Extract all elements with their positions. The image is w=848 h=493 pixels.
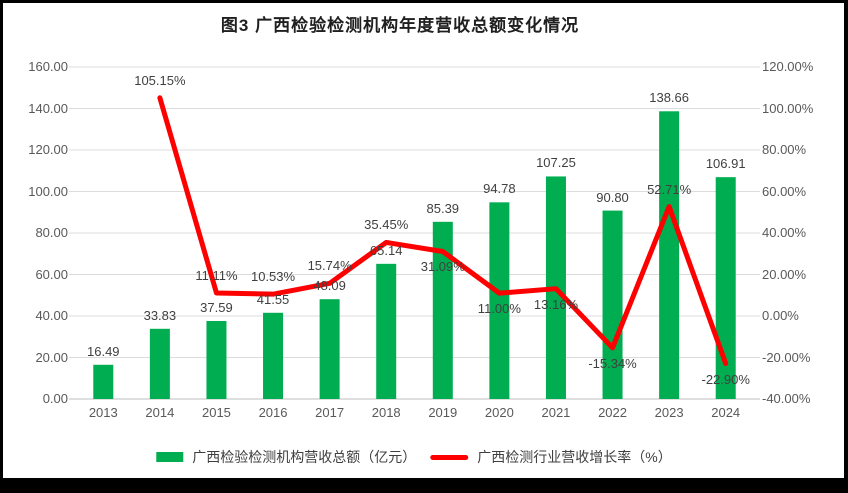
bar-value-label: 41.55 — [256, 291, 290, 307]
line-value-label: 13.16% — [533, 296, 578, 312]
x-axis-year-label: 2023 — [654, 405, 684, 420]
chart-title: 图3 广西检验检测机构年度营收总额变化情况 — [220, 16, 580, 35]
bar-2015 — [206, 321, 227, 399]
right-axis-tick-label: 0.00% — [762, 308, 799, 323]
line-value-label: 10.53% — [250, 269, 296, 285]
right-axis-tick-label: 20.00% — [762, 266, 807, 282]
right-axis-tick-label: 100.00% — [762, 100, 814, 116]
bar-value-label: 90.80 — [596, 189, 629, 205]
legend-label-growth-rate: 广西检测行业营收增长率（%） — [477, 449, 672, 465]
legend-label-revenue: 广西检验检测机构营收总额（亿元） — [192, 449, 417, 465]
left-axis-tick-label: 40.00 — [35, 308, 68, 323]
left-axis-tick-label: 120.00 — [28, 142, 68, 157]
x-axis-year-label: 2013 — [88, 405, 118, 420]
bar-2023 — [659, 111, 680, 399]
line-series-swatch — [430, 454, 469, 460]
left-axis-tick-label: 160.00 — [28, 59, 68, 74]
frame-border-left — [0, 0, 3, 493]
line-value-label: 105.15% — [134, 72, 186, 88]
bar-value-label: 85.39 — [426, 200, 460, 216]
left-axis-tick-label: 20.00 — [35, 349, 68, 365]
legend-item-growth-rate: 广西检测行业营收增长率（%） — [430, 447, 672, 467]
line-value-label: 52.71% — [647, 181, 692, 197]
bar-2014 — [149, 328, 170, 399]
bar-2020 — [489, 202, 510, 399]
bar-2016 — [263, 312, 284, 399]
right-axis-tick-label: 60.00% — [762, 183, 807, 199]
bar-value-label: 37.59 — [200, 300, 233, 315]
x-axis-year-label: 2015 — [201, 405, 231, 420]
x-axis-year-label: 2024 — [711, 405, 741, 420]
line-value-label: 31.09% — [420, 259, 465, 275]
line-value-label: -22.90% — [701, 371, 750, 387]
frame-border-right — [844, 0, 848, 493]
line-value-label: 15.74% — [307, 258, 352, 274]
bar-value-label: 138.66 — [649, 90, 690, 106]
bar-2017 — [319, 299, 340, 399]
right-axis-tick-label: -40.00% — [762, 391, 811, 406]
line-value-label: 11.11% — [195, 267, 238, 283]
bar-value-label: 65.14 — [369, 242, 403, 258]
left-axis-tick-label: 100.00 — [28, 183, 68, 199]
x-axis-year-label: 2017 — [315, 405, 345, 420]
bar-value-label: 106.91 — [705, 156, 746, 172]
bar-2018 — [376, 263, 397, 399]
legend-item-revenue: 广西检验检测机构营收总额（亿元） — [156, 447, 416, 467]
bar-value-label: 16.49 — [87, 343, 120, 359]
frame-border-bottom — [0, 478, 848, 493]
x-axis-year-label: 2016 — [258, 405, 288, 420]
x-axis-year-label: 2018 — [371, 405, 401, 420]
right-axis-tick-label: 80.00% — [762, 142, 807, 157]
frame-border-top — [0, 0, 848, 3]
chart-legend: 广西检验检测机构营收总额（亿元） 广西检测行业营收增长率（%） — [156, 447, 672, 467]
bar-series-swatch — [156, 452, 184, 462]
left-axis-tick-label: 0.00 — [42, 391, 68, 406]
line-value-label: 11.00% — [477, 301, 521, 317]
bar-2019 — [432, 221, 453, 399]
right-axis-tick-label: 120.00% — [762, 59, 814, 74]
bar-value-label: 48.09 — [313, 278, 346, 294]
bar-2022 — [602, 210, 623, 399]
bar-value-label: 94.78 — [483, 181, 516, 197]
x-axis-year-label: 2019 — [428, 405, 458, 420]
left-axis-tick-label: 140.00 — [28, 100, 68, 116]
bar-value-label: 33.83 — [143, 307, 177, 323]
right-axis-tick-label: 40.00% — [762, 225, 807, 240]
left-axis-tick-label: 80.00 — [35, 225, 68, 240]
bar-2013 — [93, 364, 114, 399]
bar-value-label: 107.25 — [536, 155, 576, 171]
right-axis-tick-label: -20.00% — [762, 349, 811, 365]
x-axis-year-label: 2020 — [484, 405, 514, 420]
x-axis-year-label: 2021 — [541, 405, 571, 420]
line-value-label: -15.34% — [588, 355, 637, 371]
x-axis-year-label: 2014 — [145, 405, 175, 420]
line-value-label: 35.45% — [364, 217, 409, 233]
growth-rate-line — [157, 95, 729, 367]
left-axis-tick-label: 60.00 — [35, 266, 68, 282]
x-axis-year-label: 2022 — [598, 405, 627, 420]
